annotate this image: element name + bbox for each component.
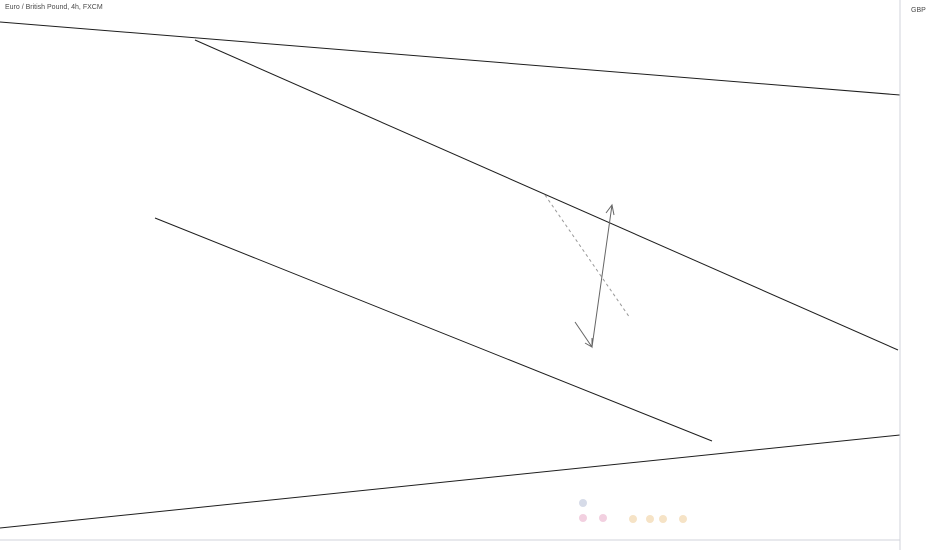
trend-line <box>154 217 713 442</box>
projection-arrow <box>574 203 615 349</box>
event-icons <box>579 499 687 523</box>
y-axis-bg <box>900 0 932 550</box>
currency-label: GBP <box>911 7 926 14</box>
trend-line <box>0 21 901 96</box>
trend-line <box>0 434 901 529</box>
trend-line <box>194 39 899 351</box>
projection-dashed <box>544 194 631 319</box>
chart-title: Euro / British Pound, 4h, FXCM <box>5 4 103 11</box>
